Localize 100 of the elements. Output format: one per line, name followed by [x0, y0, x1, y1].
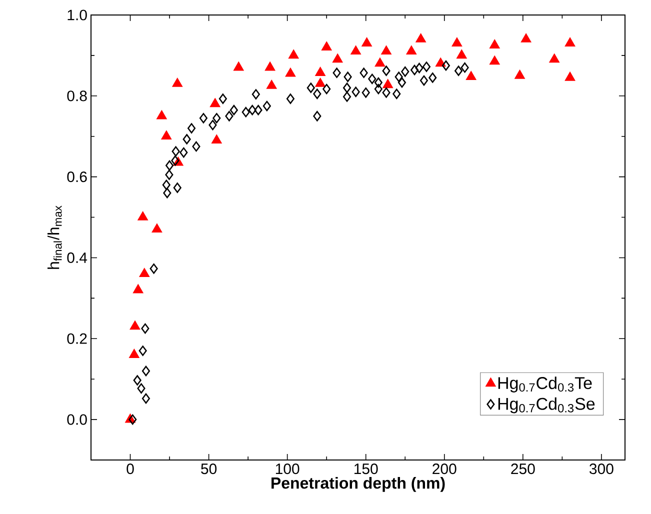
point [230, 104, 238, 116]
point [128, 414, 137, 425]
point [313, 88, 322, 100]
point [142, 393, 150, 404]
point [254, 104, 262, 116]
point [286, 94, 294, 104]
point [401, 66, 410, 77]
point [381, 46, 392, 55]
y-tick-label: 1.0 [68, 10, 87, 20]
point [410, 64, 419, 76]
point [322, 84, 331, 94]
point [490, 56, 500, 65]
point [315, 67, 326, 76]
point [374, 84, 382, 94]
point [422, 62, 431, 72]
point [152, 224, 162, 233]
point [242, 106, 250, 118]
point [514, 70, 525, 79]
point [394, 72, 403, 82]
point [521, 34, 532, 42]
point [133, 284, 144, 294]
point [456, 50, 467, 59]
point [162, 180, 170, 190]
point [350, 46, 361, 55]
x-tick-label: 0 [126, 464, 134, 474]
point [375, 58, 385, 67]
point [138, 212, 148, 220]
point [565, 38, 576, 46]
point [139, 268, 150, 278]
point [265, 62, 276, 71]
point [460, 62, 469, 73]
point [315, 78, 326, 87]
point [129, 349, 140, 358]
point [549, 54, 560, 63]
point [173, 182, 182, 193]
point [180, 147, 188, 158]
y-axis-title: h$_{final}$/h$_{max}$ [48, 206, 62, 269]
point [187, 123, 196, 134]
y-tick-label: 0.4 [67, 252, 88, 264]
point [288, 50, 299, 59]
x-tick-label: 150 [354, 464, 378, 474]
point [163, 188, 172, 198]
point [248, 104, 256, 116]
point [161, 130, 172, 140]
point [313, 110, 322, 122]
y-tick-label: 0.6 [67, 172, 87, 182]
point [199, 113, 208, 124]
point [392, 88, 401, 100]
x-tick-label: 200 [432, 464, 456, 474]
point [252, 89, 260, 100]
point [406, 46, 416, 55]
point [420, 75, 428, 86]
point [332, 54, 343, 63]
x-tick-label: 250 [511, 464, 535, 474]
point [137, 383, 146, 394]
point [382, 66, 390, 76]
point [416, 34, 426, 42]
point [208, 120, 217, 130]
y-tick-label: 0.8 [67, 90, 87, 102]
point [285, 68, 296, 77]
point [130, 320, 140, 330]
point [262, 100, 271, 112]
point [362, 38, 372, 46]
point [133, 375, 142, 386]
legend-label: Hg$_{0.7}$Cd$_{0.3}$Se [498, 397, 595, 414]
point [332, 68, 341, 78]
point [150, 264, 158, 274]
point [374, 77, 382, 88]
point [225, 110, 234, 122]
x-tick-label: 300 [590, 464, 614, 474]
point [172, 146, 180, 156]
point [182, 134, 191, 144]
point [342, 82, 352, 93]
point [428, 72, 437, 83]
point [368, 74, 376, 84]
point [454, 66, 463, 76]
point [218, 94, 227, 104]
point [141, 323, 150, 334]
point [362, 88, 370, 98]
point [266, 80, 277, 89]
point [165, 170, 174, 180]
point [138, 346, 147, 356]
point [344, 72, 352, 82]
x-axis-title: Penetration depth (nm) [272, 476, 445, 492]
y-tick-label: 0.0 [67, 414, 87, 425]
x-tick-label: 100 [276, 464, 300, 474]
point [166, 160, 174, 171]
point [452, 38, 462, 46]
point [398, 77, 406, 88]
point [466, 71, 476, 80]
point [436, 58, 446, 67]
point [234, 62, 244, 71]
point [565, 72, 576, 81]
point [382, 88, 390, 98]
legend-label: Hg$_{0.7}$Cd$_{0.3}$Te [498, 376, 592, 392]
point [415, 62, 424, 74]
point [442, 60, 450, 71]
point [382, 79, 393, 88]
y-tick-label: 0.2 [67, 333, 87, 344]
point [342, 92, 352, 102]
